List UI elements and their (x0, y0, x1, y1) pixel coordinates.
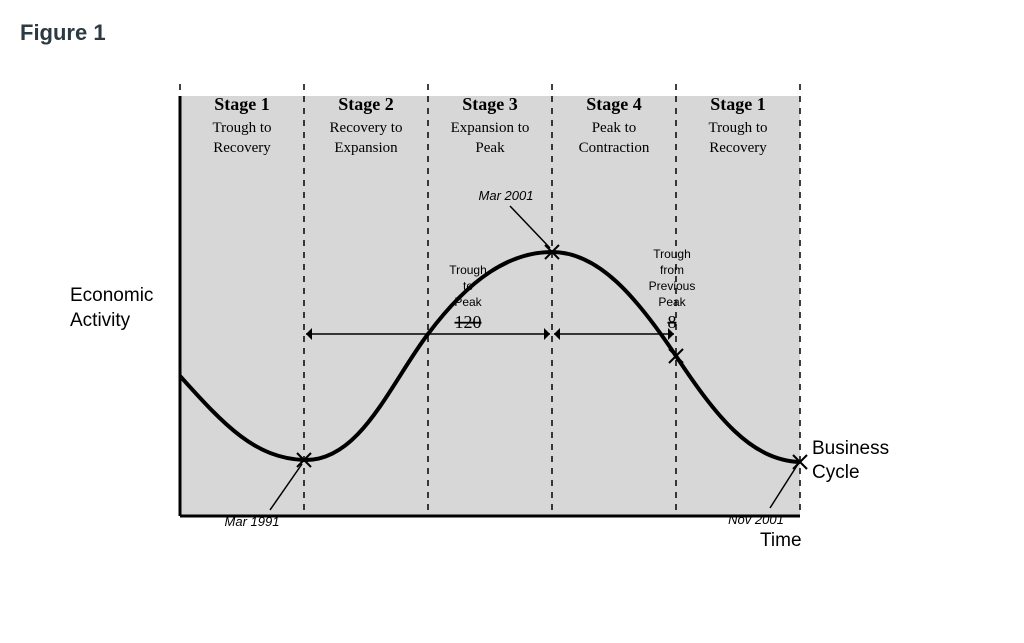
y-axis-label: Activity (70, 310, 131, 331)
annot-peak-date: Mar 2001 (479, 188, 534, 203)
annot-prev-peak: Peak (658, 295, 686, 309)
curve-end-label: Business (812, 438, 889, 459)
annot-trough-to-peak-value: 120 (455, 312, 482, 332)
annot-first-trough-date: Mar 1991 (225, 514, 280, 529)
annot-prev-peak-value: 8 (668, 312, 677, 332)
stage-subtitle: Expansion (334, 140, 398, 156)
stage-title: Stage 2 (338, 94, 394, 114)
y-axis-label: Economic (70, 285, 153, 306)
annot-trough-to-peak: Trough (449, 263, 487, 277)
annot-prev-peak: Trough (653, 247, 691, 261)
business-cycle-diagram: Stage 1 Trough to Recovery Stage 2 Recovery … (50, 66, 930, 586)
annot-prev-peak: from (660, 263, 684, 277)
annot-trough-to-peak: Peak (454, 295, 482, 309)
stage-title: Stage 1 (214, 94, 270, 114)
stage-subtitle: Peak (475, 140, 505, 156)
annot-second-trough-date: Nov 2001 (728, 512, 784, 527)
stage-subtitle: Recovery to (330, 120, 403, 136)
stage-subtitle: Contraction (579, 140, 650, 156)
stage-title: Stage 3 (462, 94, 518, 114)
stage-subtitle: Recovery (213, 140, 271, 156)
stage-subtitle: Peak to (592, 120, 637, 136)
stage-subtitle: Recovery (709, 140, 767, 156)
x-axis-label: Time (760, 530, 802, 551)
stage-subtitle: Trough to (708, 120, 767, 136)
stage-title: Stage 4 (586, 94, 642, 114)
stage-subtitle: Expansion to (451, 120, 530, 136)
stage-subtitle: Trough to (212, 120, 271, 136)
diagram-svg: Stage 1 Trough to Recovery Stage 2 Recovery … (50, 66, 930, 586)
stage-title: Stage 1 (710, 94, 766, 114)
curve-end-label: Cycle (812, 462, 860, 483)
annot-prev-peak: Previous (649, 279, 696, 293)
annot-trough-to-peak: to (463, 279, 473, 293)
figure-title: Figure 1 (20, 20, 1004, 46)
